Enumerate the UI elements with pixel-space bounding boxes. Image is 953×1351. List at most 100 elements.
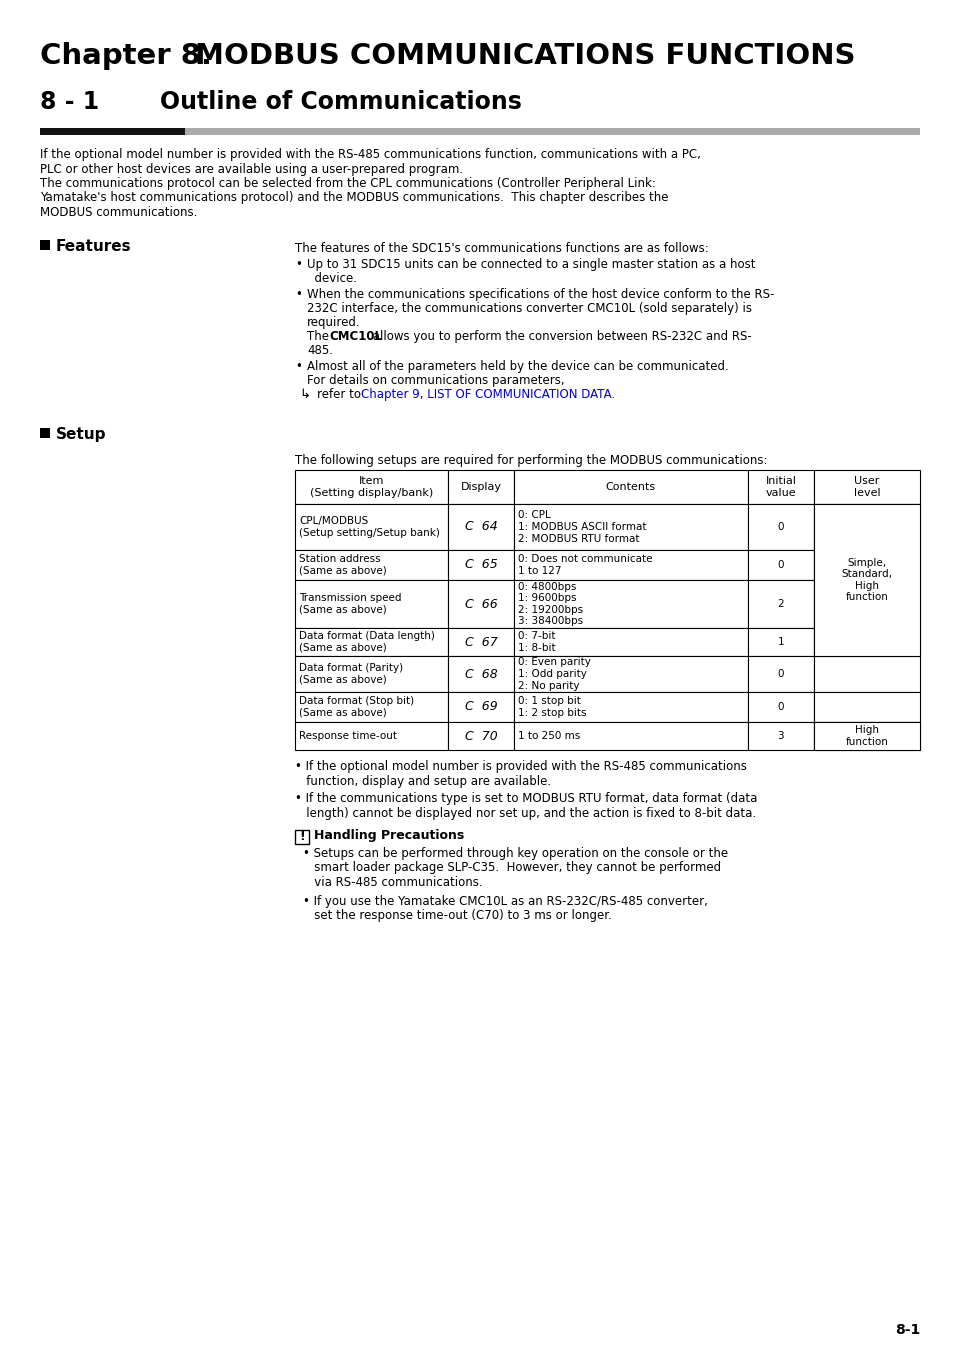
Text: Chapter 9, LIST OF COMMUNICATION DATA.: Chapter 9, LIST OF COMMUNICATION DATA. <box>360 388 615 401</box>
Text: C  64: C 64 <box>464 520 497 534</box>
Text: Contents: Contents <box>605 482 656 492</box>
Bar <box>448 692 514 721</box>
Text: 0: 4800bps
1: 9600bps
2: 19200bps
3: 38400bps: 0: 4800bps 1: 9600bps 2: 19200bps 3: 384… <box>517 581 582 627</box>
Text: required.: required. <box>307 316 360 330</box>
Bar <box>747 580 813 628</box>
Text: User
level: User level <box>853 476 880 497</box>
Text: Almost all of the parameters held by the device can be communicated.: Almost all of the parameters held by the… <box>307 359 728 373</box>
Text: Item
(Setting display/bank): Item (Setting display/bank) <box>310 476 433 497</box>
Bar <box>514 580 747 628</box>
Text: Simple,
Standard,
High
function: Simple, Standard, High function <box>841 558 891 603</box>
Bar <box>294 628 448 657</box>
Bar <box>448 550 514 580</box>
Bar <box>294 692 448 721</box>
Bar <box>747 470 813 504</box>
Text: via RS-485 communications.: via RS-485 communications. <box>303 875 482 889</box>
Text: • If the optional model number is provided with the RS-485 communications: • If the optional model number is provid… <box>294 761 746 773</box>
Bar <box>294 830 309 844</box>
Text: CPL/MODBUS
(Setup setting/Setup bank): CPL/MODBUS (Setup setting/Setup bank) <box>298 516 439 538</box>
Text: 0: Does not communicate
1 to 127: 0: Does not communicate 1 to 127 <box>517 554 652 576</box>
Text: ↳: ↳ <box>298 388 310 401</box>
Text: 0: 1 stop bit
1: 2 stop bits: 0: 1 stop bit 1: 2 stop bits <box>517 696 586 717</box>
Bar <box>813 692 919 721</box>
Text: 0: Even parity
1: Odd parity
2: No parity: 0: Even parity 1: Odd parity 2: No parit… <box>517 658 590 690</box>
Text: The features of the SDC15's communications functions are as follows:: The features of the SDC15's communicatio… <box>294 242 708 255</box>
Bar <box>185 128 919 135</box>
Bar <box>813 550 919 580</box>
Text: PLC or other host devices are available using a user-prepared program.: PLC or other host devices are available … <box>40 162 462 176</box>
Text: C  69: C 69 <box>464 701 497 713</box>
Bar <box>813 721 919 750</box>
Text: Transmission speed
(Same as above): Transmission speed (Same as above) <box>298 593 401 615</box>
Text: set the response time-out (C70) to 3 ms or longer.: set the response time-out (C70) to 3 ms … <box>303 909 611 921</box>
Text: The: The <box>307 330 333 343</box>
Text: Data format (Data length)
(Same as above): Data format (Data length) (Same as above… <box>298 631 435 653</box>
Bar <box>813 628 919 657</box>
Text: 2: 2 <box>777 598 783 609</box>
Text: Setup: Setup <box>56 427 107 442</box>
Text: 0: 0 <box>777 561 783 570</box>
Text: MODBUS communications.: MODBUS communications. <box>40 205 197 219</box>
Bar <box>294 721 448 750</box>
Text: C  67: C 67 <box>464 635 497 648</box>
Bar <box>294 580 448 628</box>
Bar <box>747 504 813 550</box>
Bar <box>813 721 919 750</box>
Text: device.: device. <box>307 272 356 285</box>
Bar <box>448 657 514 692</box>
Bar <box>514 628 747 657</box>
Text: •: • <box>294 288 301 301</box>
Bar <box>514 504 747 550</box>
Bar <box>448 628 514 657</box>
Bar <box>514 550 747 580</box>
Text: C  70: C 70 <box>464 730 497 743</box>
Text: Up to 31 SDC15 units can be connected to a single master station as a host: Up to 31 SDC15 units can be connected to… <box>307 258 755 272</box>
Text: Outline of Communications: Outline of Communications <box>160 91 521 113</box>
Text: Features: Features <box>56 239 132 254</box>
Text: length) cannot be displayed nor set up, and the action is fixed to 8-bit data.: length) cannot be displayed nor set up, … <box>294 807 756 820</box>
Text: • If the communications type is set to MODBUS RTU format, data format (data: • If the communications type is set to M… <box>294 792 757 805</box>
Text: •: • <box>294 359 301 373</box>
Text: !: ! <box>299 831 305 843</box>
Text: Response time-out: Response time-out <box>298 731 396 740</box>
Bar <box>294 470 448 504</box>
Text: • If you use the Yamatake CMC10L as an RS-232C/RS-485 converter,: • If you use the Yamatake CMC10L as an R… <box>303 894 707 908</box>
Text: 8-1: 8-1 <box>894 1323 919 1337</box>
Bar <box>448 580 514 628</box>
Text: •: • <box>294 258 301 272</box>
Bar <box>813 470 919 504</box>
Text: 485.: 485. <box>307 345 333 357</box>
Bar <box>40 428 50 438</box>
Bar <box>747 657 813 692</box>
Text: smart loader package SLP-C35.  However, they cannot be performed: smart loader package SLP-C35. However, t… <box>303 862 720 874</box>
Text: The communications protocol can be selected from the CPL communications (Control: The communications protocol can be selec… <box>40 177 656 190</box>
Bar <box>514 657 747 692</box>
Text: Yamatake's host communications protocol) and the MODBUS communications.  This ch: Yamatake's host communications protocol)… <box>40 192 668 204</box>
Text: Initial
value: Initial value <box>764 476 796 497</box>
Bar <box>813 504 919 550</box>
Text: function, display and setup are available.: function, display and setup are availabl… <box>294 774 551 788</box>
Text: Chapter 8.: Chapter 8. <box>40 42 212 70</box>
Text: 0: 7-bit
1: 8-bit: 0: 7-bit 1: 8-bit <box>517 631 555 653</box>
Text: 1: 1 <box>777 638 783 647</box>
Text: The following setups are required for performing the MODBUS communications:: The following setups are required for pe… <box>294 454 767 467</box>
Text: 8 - 1: 8 - 1 <box>40 91 99 113</box>
Text: 0: 0 <box>777 669 783 680</box>
Text: 3: 3 <box>777 731 783 740</box>
Text: Station address
(Same as above): Station address (Same as above) <box>298 554 386 576</box>
Bar <box>40 128 185 135</box>
Text: Data format (Parity)
(Same as above): Data format (Parity) (Same as above) <box>298 663 403 685</box>
Bar <box>514 721 747 750</box>
Bar <box>514 470 747 504</box>
Text: Handling Precautions: Handling Precautions <box>314 830 464 842</box>
Text: C  66: C 66 <box>464 597 497 611</box>
Text: When the communications specifications of the host device conform to the RS-: When the communications specifications o… <box>307 288 774 301</box>
Bar <box>747 692 813 721</box>
Bar <box>813 580 919 628</box>
Bar <box>747 550 813 580</box>
Bar <box>514 692 747 721</box>
Text: C  68: C 68 <box>464 667 497 681</box>
Bar <box>813 657 919 692</box>
Text: Data format (Stop bit)
(Same as above): Data format (Stop bit) (Same as above) <box>298 696 414 717</box>
Text: If the optional model number is provided with the RS-485 communications function: If the optional model number is provided… <box>40 149 700 161</box>
